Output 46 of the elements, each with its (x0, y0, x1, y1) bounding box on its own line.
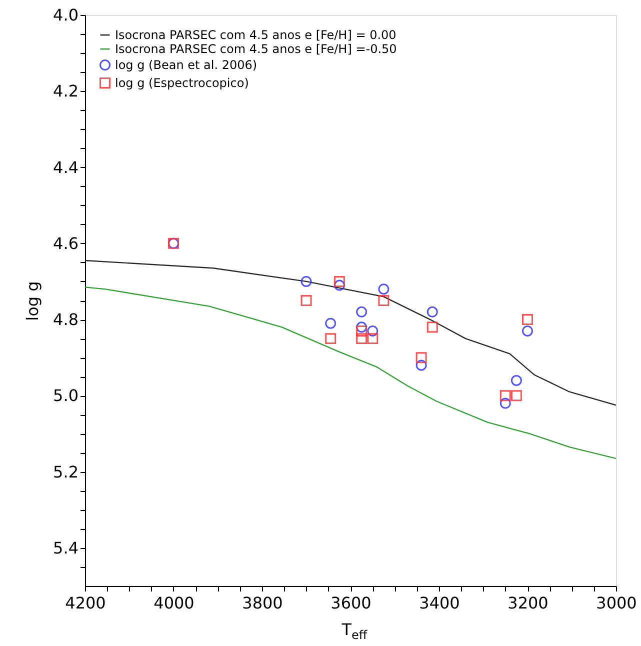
point (367, 325, 378, 336)
point (426, 306, 438, 318)
y-tick-label: 4.0 (53, 6, 78, 24)
point (356, 306, 368, 318)
point (500, 398, 511, 409)
line-series (85, 260, 616, 406)
point (416, 360, 427, 371)
point (300, 276, 312, 287)
x-tick-label: 3600 (330, 594, 372, 612)
point (522, 314, 533, 326)
x-tick-label: 4000 (154, 594, 194, 612)
x-tick-label: 3400 (419, 594, 460, 612)
legend-label: Isocrona PARSEC com 4.5 anos e [Fe/H] =-0.50 (115, 42, 397, 56)
point (500, 390, 511, 402)
point (426, 322, 438, 333)
point (416, 352, 427, 364)
y-tick-label: 5.2 (53, 462, 78, 482)
y-tick-label: 4.2 (53, 82, 78, 101)
y-tick-label: 5.4 (53, 538, 78, 558)
x-tick-label: 4200 (65, 594, 106, 612)
point (356, 322, 368, 333)
y-tick-label: 5.0 (53, 386, 78, 406)
x-tick-label: 3800 (242, 594, 283, 612)
point (325, 333, 336, 344)
y-axis-title: log g (23, 281, 42, 321)
legend-label: log g (Espectrocopico) (115, 76, 249, 90)
x-tick-label: 3200 (508, 594, 548, 612)
point (367, 333, 378, 344)
line-series (85, 286, 616, 460)
point (356, 325, 368, 336)
point (300, 295, 312, 306)
point (378, 284, 390, 295)
point (334, 276, 345, 287)
y-tick-label: 4.4 (53, 158, 78, 177)
x-tick-label: 3000 (596, 594, 637, 612)
point (325, 318, 336, 329)
point (356, 333, 368, 344)
legend-label: log g (Bean et al. 2006) (115, 58, 258, 72)
point (510, 374, 522, 386)
point (378, 295, 390, 306)
point (522, 325, 533, 336)
y-tick-label: 4.8 (53, 310, 78, 330)
legend-label: Isocrona PARSEC com 4.5 anos e [Fe/H] = 0.00 (115, 28, 396, 42)
point (510, 390, 522, 402)
y-tick-label: 4.6 (53, 234, 78, 253)
point (334, 280, 345, 291)
